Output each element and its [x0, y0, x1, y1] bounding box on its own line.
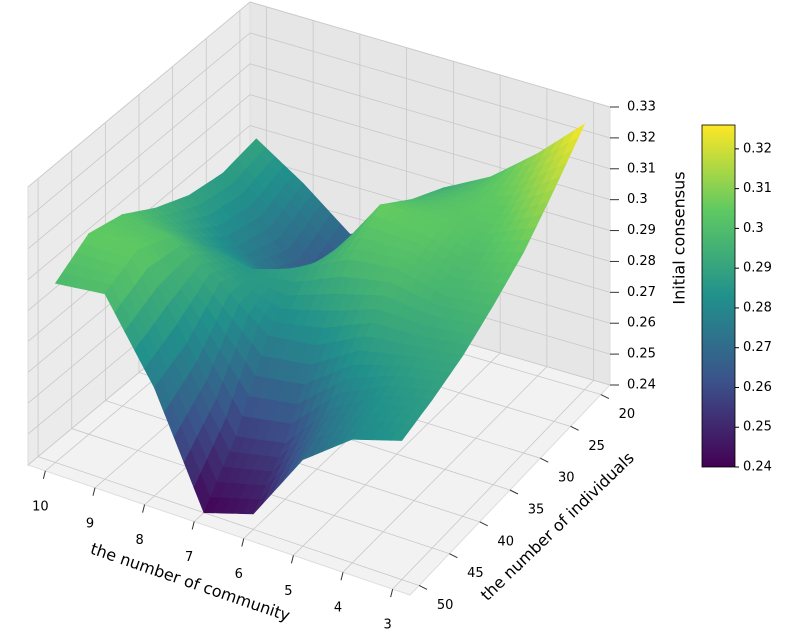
z-tick-label: 0.28: [627, 254, 656, 269]
colorbar-tick-label: 0.28: [743, 300, 772, 315]
grid-line: [27, 94, 251, 280]
x-tick-label: 6: [235, 567, 243, 582]
z-tick-label: 0.25: [627, 347, 656, 362]
x-tick-label: 3: [383, 618, 391, 631]
colorbar-tick-label: 0.32: [743, 141, 772, 156]
grid-line: [27, 32, 251, 219]
colorbar-tick-label: 0.26: [743, 380, 772, 395]
colorbar-tick-label: 0.31: [743, 181, 772, 196]
y-tick-label: 50: [437, 598, 454, 613]
y-tick: [600, 394, 610, 399]
y-tick: [509, 489, 519, 495]
x-tick: [142, 504, 146, 513]
x-tick: [191, 521, 195, 530]
x-tick-label: 7: [185, 550, 193, 565]
z-tick-label: 0.24: [627, 378, 656, 393]
z-tick-label: 0.27: [627, 285, 656, 300]
colorbar-tick-label: 0.27: [743, 340, 772, 355]
y-tick-label: 25: [588, 439, 605, 454]
grid-line: [37, 456, 420, 586]
y-tick-label: 45: [467, 566, 484, 581]
z-tick-label: 0.31: [627, 161, 656, 176]
grid-line: [27, 63, 251, 250]
z-tick-label: 0.29: [627, 223, 656, 238]
y-tick-label: 30: [558, 471, 575, 486]
grid-line: [249, 1, 611, 108]
y-tick: [540, 457, 549, 463]
x-tick-label: 9: [86, 516, 94, 531]
y-tick-label: 35: [528, 503, 545, 518]
x-tick-label: 10: [32, 499, 49, 514]
x-tick: [390, 588, 394, 598]
colorbar-tick-label: 0.3: [743, 221, 764, 236]
z-axis-label: Initial consensus: [670, 171, 689, 304]
colorbar-tick-label: 0.24: [743, 460, 772, 475]
colorbar-tick-label: 0.29: [743, 261, 772, 276]
y-tick: [570, 425, 579, 431]
grid-line: [249, 32, 611, 139]
grid-line: [249, 125, 611, 231]
z-tick-label: 0.33: [627, 100, 656, 115]
colorbar: [701, 124, 736, 468]
x-tick-label: 4: [334, 601, 342, 616]
x-tick-label: 5: [284, 584, 292, 599]
x-tick: [340, 572, 344, 581]
x-tick-label: 8: [135, 533, 143, 548]
y-tick-label: 40: [497, 534, 514, 549]
x-tick: [42, 470, 46, 480]
z-tick-label: 0.32: [627, 130, 656, 145]
x-tick: [290, 555, 294, 564]
colorbar-tick-label: 0.25: [743, 420, 772, 435]
y-tick: [449, 553, 458, 559]
y-tick: [418, 585, 428, 590]
surface-patch: [391, 431, 409, 441]
y-tick-label: 20: [619, 407, 636, 422]
x-tick: [241, 538, 245, 547]
z-tick-label: 0.3: [627, 192, 648, 207]
z-tick-label: 0.26: [627, 316, 656, 331]
x-tick: [92, 487, 96, 496]
y-tick: [479, 521, 488, 527]
grid-line: [27, 1, 251, 188]
